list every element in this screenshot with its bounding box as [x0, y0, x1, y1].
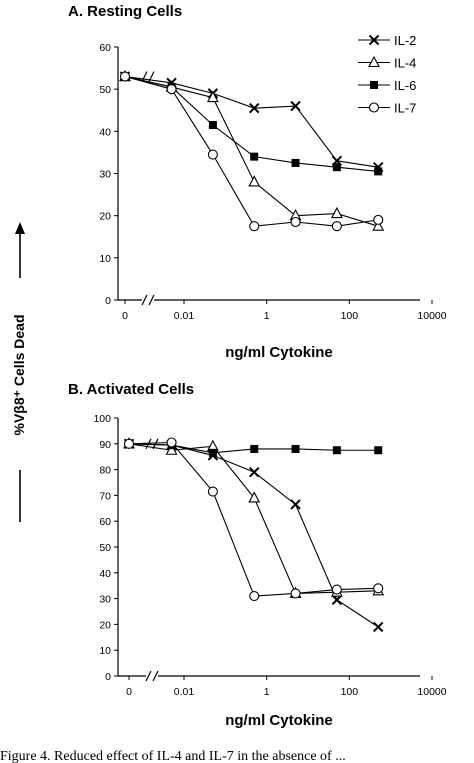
x-tick-label: 10000 — [417, 686, 446, 698]
x-tick-label: 100 — [341, 310, 359, 322]
series-line — [128, 441, 379, 597]
data-point — [208, 121, 217, 130]
data-point — [290, 100, 301, 112]
data-point — [330, 206, 343, 219]
series-il-2 — [123, 438, 384, 633]
data-point — [374, 167, 383, 176]
legend-item-il-7: IL-7 — [358, 101, 416, 116]
data-point — [119, 71, 131, 82]
y-tick-label: 10 — [99, 253, 111, 265]
x-tick-label: 0 — [126, 686, 132, 698]
data-point — [250, 152, 259, 161]
legend: IL-2 IL-4 IL-6 IL-7 — [358, 33, 416, 116]
legend-label: IL-2 — [394, 33, 416, 48]
legend-item-il-2: IL-2 — [358, 33, 416, 48]
data-point — [249, 221, 260, 232]
y-tick-label: 0 — [105, 295, 111, 307]
data-point — [208, 448, 217, 457]
series-line — [124, 75, 379, 227]
series-il-4 — [119, 69, 385, 231]
data-point — [331, 584, 342, 595]
panel-a-title: A. Resting Cells — [68, 3, 182, 20]
data-point — [249, 466, 260, 478]
legend-item-il-4: IL-4 — [358, 56, 416, 71]
data-point — [373, 583, 384, 594]
x-axis-break-mark — [145, 670, 159, 682]
x-tick-label: 10000 — [417, 310, 446, 322]
data-point — [332, 446, 341, 455]
data-point — [248, 491, 261, 503]
legend-label: IL-4 — [394, 56, 416, 71]
y-tick-label: 60 — [99, 516, 111, 528]
legend-marker — [368, 34, 380, 46]
legend-label: IL-6 — [394, 78, 416, 93]
y-tick-label: 70 — [99, 490, 111, 502]
data-point — [248, 175, 261, 187]
y-tick-label: 20 — [99, 619, 111, 631]
x-tick-label: 0 — [122, 310, 128, 322]
figure-caption: Figure 4. Reduced effect of IL-4 and IL-… — [0, 749, 346, 763]
x-tick-label: 0.01 — [174, 310, 195, 322]
series-il-6 — [121, 72, 383, 176]
data-point — [373, 214, 384, 225]
legend-label: IL-7 — [394, 101, 416, 116]
panel-a-resting-cells: A. Resting Cells 0 10 20 30 40 50 60 0 0.01 1 100 1… — [68, 3, 447, 361]
legend-marker — [368, 102, 380, 113]
data-point — [166, 84, 177, 95]
y-tick-label: 90 — [99, 439, 111, 451]
y-tick-label: 20 — [99, 211, 111, 223]
shared-y-axis-label: %Vβ8⁺ Cells Dead — [11, 222, 27, 522]
series-il-4 — [123, 437, 385, 598]
x-tick-label: 100 — [341, 686, 359, 698]
data-point — [206, 90, 219, 103]
data-point — [291, 158, 300, 167]
data-point — [373, 621, 384, 633]
y-tick-label: 40 — [99, 126, 111, 138]
y-tick-label: 50 — [99, 84, 111, 96]
panel-a-x-axis-label: ng/ml Cytokine — [225, 344, 333, 361]
x-tick-label: 1 — [264, 686, 270, 698]
y-tick-label: 50 — [99, 542, 111, 554]
series-il-7 — [119, 71, 384, 232]
shared-y-axis-label-text: %Vβ8⁺ Cells Dead — [11, 315, 27, 436]
data-point — [372, 219, 385, 231]
series-il-7 — [123, 437, 384, 602]
data-point — [331, 594, 343, 606]
data-point — [290, 588, 301, 599]
y-tick-label: 30 — [99, 594, 111, 606]
data-point — [291, 444, 300, 453]
data-point — [249, 102, 260, 114]
y-tick-label: 60 — [99, 42, 111, 54]
data-point — [331, 221, 342, 232]
y-tick-label: 0 — [105, 671, 111, 683]
data-point — [123, 438, 135, 449]
x-axis-break-mark — [141, 294, 155, 306]
data-point — [250, 444, 259, 453]
data-point — [166, 437, 177, 448]
panel-b-activated-cells: B. Activated Cells 010203040506070809010… — [68, 381, 447, 729]
data-point — [332, 163, 341, 172]
data-point — [290, 499, 301, 510]
y-tick-label: 40 — [99, 568, 111, 580]
x-tick-label: 0.01 — [174, 686, 195, 698]
panel-b-x-axis-label: ng/ml Cytokine — [225, 712, 333, 729]
data-point — [207, 149, 218, 160]
y-tick-label: 30 — [99, 169, 111, 181]
x-tick-label: 1 — [264, 310, 270, 322]
panel-b-title: B. Activated Cells — [68, 381, 194, 398]
y-tick-label: 100 — [93, 413, 111, 425]
legend-item-il-6: IL-6 — [358, 78, 416, 93]
data-point — [207, 486, 218, 497]
y-tick-label: 10 — [99, 645, 111, 657]
data-point — [290, 216, 301, 228]
data-point — [249, 590, 260, 602]
data-point — [165, 443, 178, 455]
data-point — [374, 446, 383, 455]
legend-marker — [368, 55, 380, 68]
y-tick-label: 80 — [99, 465, 111, 477]
series-line — [128, 443, 379, 595]
legend-marker — [370, 81, 378, 89]
series-line — [124, 75, 379, 227]
